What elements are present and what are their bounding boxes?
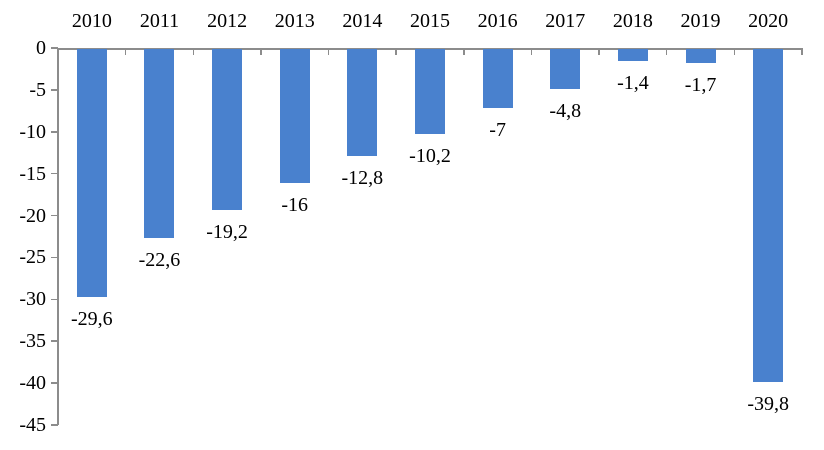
data-label: -1,7 bbox=[684, 74, 717, 97]
category-axis-tick bbox=[327, 48, 330, 55]
value-axis-label: -40 bbox=[19, 372, 46, 395]
value-axis-tick bbox=[51, 340, 58, 342]
value-axis-tick bbox=[51, 256, 58, 259]
data-label: -22,6 bbox=[138, 249, 181, 272]
value-axis-label: -30 bbox=[19, 288, 46, 311]
value-axis-label: -25 bbox=[19, 246, 46, 269]
bar bbox=[753, 49, 784, 383]
value-axis-label: 0 bbox=[36, 37, 46, 59]
category-axis-tick bbox=[598, 48, 600, 55]
value-axis-tick bbox=[51, 89, 58, 91]
data-label: -16 bbox=[281, 194, 309, 217]
category-axis-tick bbox=[733, 48, 736, 55]
category-axis-tick bbox=[260, 48, 262, 55]
value-axis-line bbox=[57, 48, 59, 425]
value-axis-tick bbox=[51, 172, 58, 175]
value-axis-label: -5 bbox=[29, 78, 46, 101]
category-axis-tick bbox=[463, 48, 465, 55]
value-axis-tick bbox=[51, 47, 58, 49]
bar bbox=[415, 49, 445, 135]
value-axis-label: -10 bbox=[19, 120, 46, 143]
bar bbox=[144, 49, 175, 239]
data-label: -1,4 bbox=[617, 71, 649, 94]
category-label: 2015 bbox=[410, 10, 450, 32]
category-label: 2012 bbox=[207, 10, 248, 32]
category-axis-tick bbox=[57, 48, 59, 55]
category-label: 2020 bbox=[748, 10, 789, 32]
category-axis-tick bbox=[665, 48, 668, 55]
category-label: 2016 bbox=[477, 10, 518, 32]
category-label: 2013 bbox=[274, 10, 315, 32]
bar bbox=[550, 49, 581, 90]
value-axis-tick bbox=[51, 214, 58, 217]
bar bbox=[279, 49, 310, 184]
category-axis-tick bbox=[192, 48, 195, 55]
value-axis-label: -45 bbox=[19, 414, 46, 436]
category-label: 2018 bbox=[612, 10, 653, 32]
category-axis-tick bbox=[530, 48, 533, 55]
value-axis-tick bbox=[51, 131, 58, 133]
bar bbox=[482, 49, 513, 108]
category-axis-tick bbox=[395, 48, 397, 55]
data-label: -39,8 bbox=[747, 393, 789, 416]
category-label: 2011 bbox=[139, 10, 180, 32]
value-axis-tick bbox=[51, 424, 58, 426]
bar bbox=[685, 49, 716, 64]
bar bbox=[76, 49, 107, 297]
category-label: 2017 bbox=[545, 10, 586, 32]
bar bbox=[212, 49, 243, 210]
data-label: -29,6 bbox=[70, 307, 113, 330]
data-label: -19,2 bbox=[206, 220, 248, 243]
bar bbox=[617, 49, 648, 61]
category-axis-tick bbox=[801, 48, 803, 55]
data-label: -10,2 bbox=[409, 145, 451, 168]
data-label: -7 bbox=[489, 118, 506, 141]
category-label: 2010 bbox=[71, 10, 112, 32]
data-label: -4,8 bbox=[549, 100, 582, 123]
value-axis-tick bbox=[51, 382, 58, 384]
value-axis-label: -15 bbox=[19, 162, 46, 185]
value-axis-label: -35 bbox=[19, 330, 46, 353]
bar bbox=[347, 49, 378, 157]
value-axis-label: -20 bbox=[19, 204, 46, 227]
value-axis-tick bbox=[51, 298, 58, 301]
category-axis-tick bbox=[124, 48, 127, 55]
category-label: 2019 bbox=[680, 10, 721, 32]
data-label: -12,8 bbox=[341, 167, 384, 190]
category-label: 2014 bbox=[342, 10, 383, 32]
